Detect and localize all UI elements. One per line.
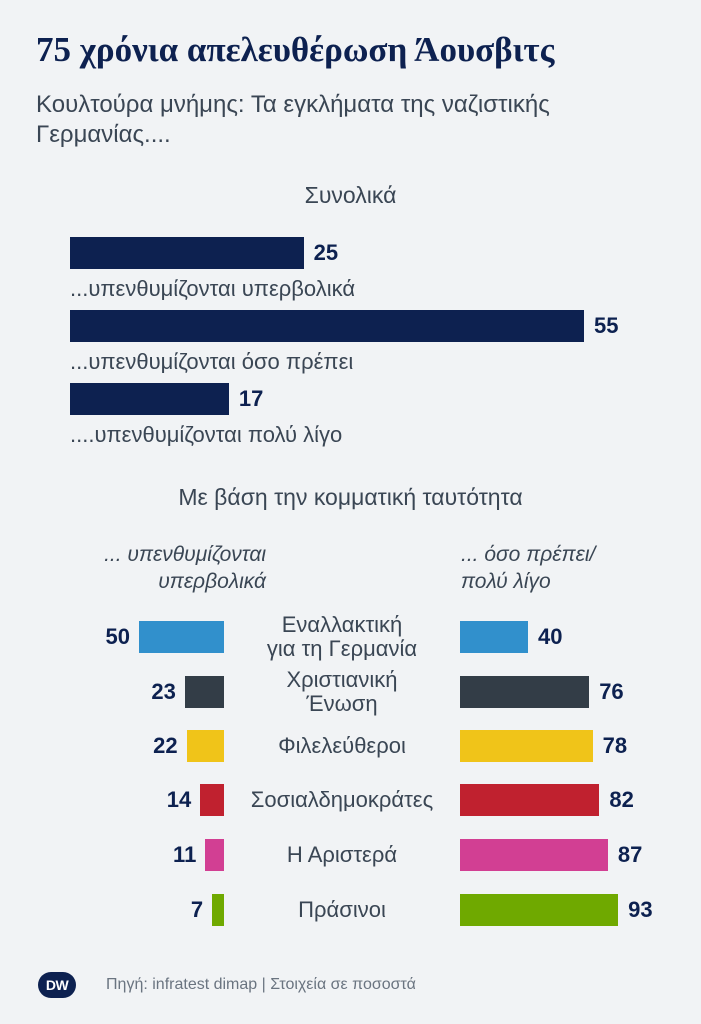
party-bar-adequate: [460, 621, 528, 653]
chart-subtitle: Κουλτούρα μνήμης: Τα εγκλήματα της ναζισ…: [36, 91, 550, 148]
footer: DW Πηγή: infratest dimap | Στοιχεία σε π…: [38, 972, 416, 998]
left-caption: ... υπενθυμίζονται υπερβολικά: [104, 541, 266, 595]
party-bar-adequate: [460, 784, 600, 816]
total-bar: [70, 383, 229, 415]
party-label-line: για τη Γερμανία: [266, 636, 418, 661]
total-value-label: 25: [313, 240, 339, 265]
party-value-right: 78: [602, 733, 628, 758]
right-caption: ... όσο πρέπει/ πολύ λίγο: [461, 541, 595, 595]
total-bar: [70, 237, 304, 269]
right-caption-line: ... όσο πρέπει/: [461, 543, 596, 566]
party-value-left: 22: [153, 733, 178, 758]
total-value-label: 17: [238, 386, 264, 411]
total-category-label: ...υπενθυμίζονται υπερβολικά: [70, 276, 356, 301]
dw-logo: DW: [38, 972, 76, 998]
party-label: Σοσιαλδημοκράτες: [226, 788, 458, 812]
party-label: Η Αριστερά: [226, 843, 458, 867]
party-label: Χριστιανική Ένωση: [226, 668, 458, 716]
party-label-line: Η Αριστερά: [286, 842, 398, 867]
party-value-right: 40: [538, 624, 563, 649]
party-bar-adequate: [460, 676, 590, 708]
party-value-left: 14: [166, 787, 192, 812]
party-value-right: 87: [617, 842, 643, 867]
section-title-total: Συνολικά: [304, 182, 397, 208]
party-label-line: Φιλελεύθεροι: [278, 733, 406, 758]
party-label-line: Πράσινοι: [298, 897, 386, 922]
party-value-right: 82: [609, 787, 634, 812]
party-bar-adequate: [460, 894, 619, 926]
party-value-left: 50: [105, 624, 130, 649]
party-label-line: Σοσιαλδημοκράτες: [250, 787, 434, 812]
left-caption-line: ... υπενθυμίζονται: [104, 543, 266, 566]
total-bar: [70, 310, 584, 342]
party-label: Πράσινοι: [226, 898, 458, 922]
party-bar-exaggerated: [184, 676, 224, 708]
party-value-right: 93: [628, 897, 653, 922]
party-bar-adequate: [460, 730, 593, 762]
party-label-line: Εναλλακτική: [281, 612, 403, 637]
party-label-line: Χριστιανική: [286, 667, 398, 692]
party-value-left: 11: [173, 842, 197, 867]
section-title-party: Με βάση την κομματική ταυτότητα: [178, 484, 523, 510]
chart-title: 75 χρόνια απελευθέρωση Άουσβιτς: [36, 30, 555, 69]
party-value-left: 23: [151, 679, 176, 704]
party-bar-exaggerated: [212, 894, 224, 926]
party-value-left: 7: [190, 897, 204, 922]
party-bar-exaggerated: [186, 730, 224, 762]
party-value-right: 76: [599, 679, 624, 704]
total-category-label: ...υπενθυμίζονται όσο πρέπει: [70, 349, 354, 374]
source-note: Πηγή: infratest dimap | Στοιχεία σε ποσο…: [106, 976, 416, 993]
right-caption-line: πολύ λίγο: [461, 570, 551, 593]
party-label: Εναλλακτική για τη Γερμανία: [226, 613, 458, 661]
party-bar-exaggerated: [205, 839, 224, 871]
party-label: Φιλελεύθεροι: [226, 734, 458, 758]
total-category-label: ....υπενθυμίζονται πολύ λίγο: [70, 422, 343, 447]
left-caption-line: υπερβολικά: [158, 570, 266, 593]
total-value-label: 55: [594, 313, 619, 338]
party-label-line: Ένωση: [306, 691, 378, 716]
party-bar-exaggerated: [200, 784, 224, 816]
party-bar-adequate: [460, 839, 608, 871]
party-bar-exaggerated: [139, 621, 224, 653]
